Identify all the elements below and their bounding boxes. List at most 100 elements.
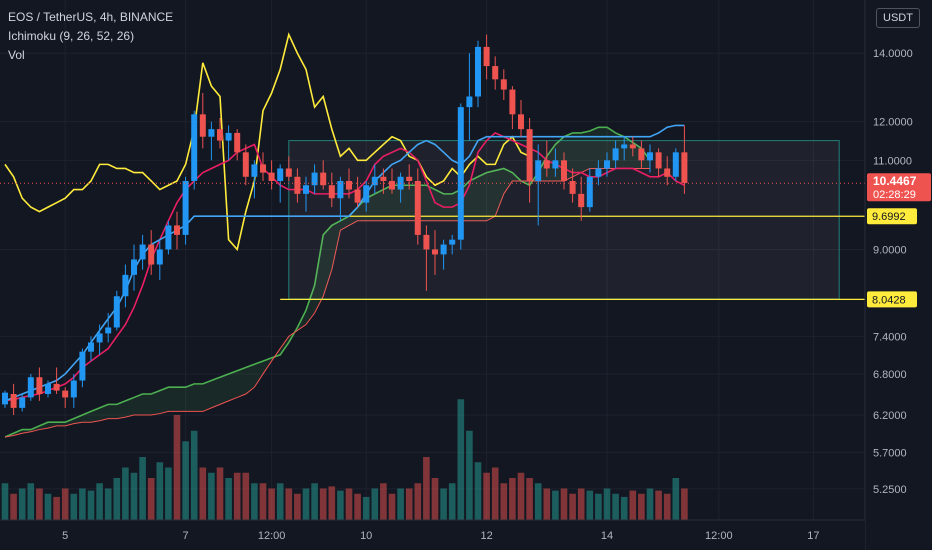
candle-body <box>578 193 585 208</box>
volume-bar <box>388 493 396 520</box>
candle-body <box>526 129 533 181</box>
candle-body <box>122 274 129 297</box>
candle-body <box>449 239 456 245</box>
candle-body <box>70 380 77 398</box>
candle-body <box>466 96 473 108</box>
volume-bar <box>371 488 379 520</box>
time-tick-label: 14 <box>601 530 613 542</box>
leading-span-b <box>4 167 650 438</box>
time-tick-label: 10 <box>360 530 372 542</box>
volume-bar <box>190 430 198 520</box>
candle-body <box>561 160 567 181</box>
candle-body <box>492 66 499 80</box>
volume-bar <box>552 490 559 520</box>
volume-bar <box>276 483 284 520</box>
time-axis[interactable]: 5 7 12:00 10 12 14 12:00 17 <box>0 519 865 550</box>
candle-body <box>604 160 610 169</box>
candle-body <box>36 377 43 394</box>
candle-body <box>285 168 292 177</box>
volume-bars <box>1 399 688 520</box>
volume-bar <box>311 483 318 520</box>
volume-bar <box>182 441 189 520</box>
candle-body <box>19 397 26 408</box>
ichimoku-legend[interactable]: Ichimoku (9, 26, 52, 26) <box>8 29 135 43</box>
candle-body <box>53 383 60 391</box>
volume-bar <box>242 472 250 520</box>
candle-body <box>45 383 51 394</box>
volume-bar <box>560 488 568 520</box>
horizontal-levels[interactable] <box>280 215 865 301</box>
volume-bar <box>509 478 516 520</box>
currency-button[interactable]: USDT <box>876 8 920 28</box>
lagging-span <box>4 32 530 252</box>
candle-body <box>647 152 653 161</box>
candle-body <box>552 160 559 169</box>
candle-body <box>672 152 679 177</box>
ichimoku-cloud <box>4 126 651 438</box>
volume-bar <box>44 493 52 520</box>
price-tick-label: 5.7000 <box>873 447 907 459</box>
volume-bar <box>345 488 353 520</box>
grid <box>0 0 865 520</box>
candle-body <box>569 180 576 194</box>
volume-bar <box>199 467 207 520</box>
candle-body <box>423 234 430 250</box>
volume-bar <box>672 478 680 520</box>
candle-body <box>320 172 327 186</box>
candle-body <box>88 342 94 352</box>
candle-body <box>208 129 215 137</box>
candle-body <box>294 176 301 194</box>
candle-body <box>612 148 619 161</box>
candle-body <box>217 129 223 141</box>
price-tick-label: 14.0000 <box>873 48 913 60</box>
time-tick-label: 7 <box>183 530 189 542</box>
price-tick-label: 7.4000 <box>873 331 907 343</box>
price-axis-bg <box>865 0 932 550</box>
volume-bar <box>208 472 215 520</box>
candle-body <box>457 107 464 240</box>
candle-body <box>371 176 378 186</box>
candle-body <box>500 79 507 90</box>
candle-body <box>337 180 344 199</box>
candle-body <box>174 225 180 235</box>
candle-body <box>199 114 206 137</box>
volume-bar <box>466 430 473 520</box>
leading-span-a <box>4 126 651 438</box>
volume-bar <box>620 496 628 520</box>
price-tick-label: 9.0000 <box>873 244 907 256</box>
time-tick-label: 17 <box>807 530 819 542</box>
candle-body <box>62 390 69 398</box>
volume-bar <box>354 493 361 520</box>
volume-bar <box>414 483 422 520</box>
candle-body <box>260 164 266 173</box>
volume-bar <box>663 493 671 520</box>
volume-bar <box>18 488 26 520</box>
volume-legend[interactable]: Vol <box>8 48 25 62</box>
price-tick-label: 5.2500 <box>873 484 907 496</box>
volume-bar <box>173 415 181 520</box>
volume-bar <box>319 488 327 520</box>
level-badge-label: 8.0428 <box>872 294 906 306</box>
candle-body <box>311 172 318 186</box>
volume-bar <box>603 488 611 520</box>
volume-bar <box>423 457 430 520</box>
price-axis[interactable]: 114.000012.000011.00009.00007.40006.8000… <box>864 0 932 550</box>
volume-bar <box>10 493 17 520</box>
time-axis-bg <box>0 520 865 550</box>
price-tick-label: 6.8000 <box>873 369 907 381</box>
symbol-title[interactable]: EOS / TetherUS, 4h, BINANCE <box>8 10 174 24</box>
volume-bar <box>380 483 387 520</box>
candle-body <box>10 394 17 408</box>
volume-bar <box>397 488 404 520</box>
candle-body <box>346 180 352 190</box>
volume-bar <box>61 488 69 520</box>
volume-bar <box>165 467 172 520</box>
volume-bar <box>491 467 499 520</box>
candle-body <box>543 160 550 169</box>
time-tick-label: 5 <box>62 530 68 542</box>
candle-body <box>182 180 189 235</box>
volume-bar <box>638 493 645 520</box>
last-price-badge <box>867 173 931 202</box>
volume-bar <box>130 472 138 520</box>
